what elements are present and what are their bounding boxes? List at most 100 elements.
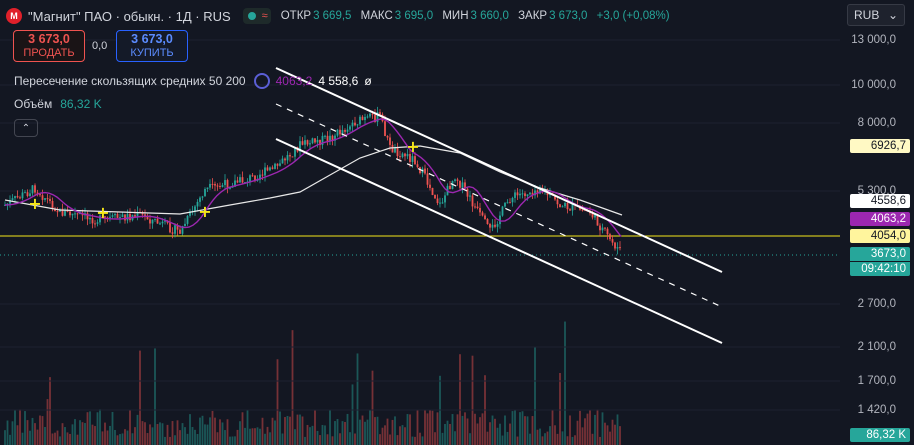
candle-body	[266, 167, 269, 171]
volume-bar	[526, 416, 529, 445]
candle-body	[464, 182, 466, 189]
candle-body	[216, 185, 219, 187]
volume-bar	[166, 424, 169, 445]
candle-body	[179, 229, 181, 234]
volume-bar	[106, 430, 109, 445]
candle-body	[94, 223, 96, 225]
candle-body	[614, 242, 616, 249]
volume-bar	[284, 417, 286, 445]
volume-bar	[286, 415, 289, 445]
volume-bar	[109, 425, 111, 445]
volume-bar	[449, 423, 451, 445]
volume-bar	[504, 415, 506, 445]
volume-bar	[99, 409, 101, 445]
volume-bar	[186, 433, 189, 445]
candle-body	[199, 197, 201, 202]
volume-bar	[301, 416, 304, 445]
candle-body	[24, 192, 26, 194]
channel-middle-line[interactable]	[275, 103, 723, 308]
volume-label: Объём	[14, 97, 53, 111]
currency-select[interactable]: RUB ⌄	[847, 4, 905, 26]
volume-bar	[516, 436, 519, 445]
candle-body	[469, 195, 471, 197]
candle-body	[251, 175, 254, 177]
candle-body	[126, 213, 129, 221]
candle-body	[176, 225, 179, 230]
candle-body	[396, 147, 399, 157]
volume-bar	[241, 412, 244, 445]
ma-cross-indicator[interactable]: Пересечение скользящих средних 50 200 40…	[14, 73, 378, 89]
candle-body	[424, 168, 426, 174]
volume-bar	[246, 409, 249, 445]
candle-body	[466, 188, 469, 197]
candle-body	[564, 202, 566, 207]
volume-bar	[176, 420, 179, 445]
volume-bar	[604, 422, 606, 445]
volume-bar	[171, 421, 174, 445]
candle-body	[286, 155, 289, 161]
candle-body	[569, 209, 571, 211]
volume-bar	[69, 433, 71, 445]
volume-bar	[389, 434, 391, 445]
candle-body	[119, 217, 121, 219]
candle-body	[334, 135, 336, 141]
volume-bar	[366, 419, 369, 445]
candle-body	[511, 197, 514, 203]
candle-body	[376, 112, 379, 122]
volume-bar	[599, 436, 601, 445]
volume-bar	[116, 435, 119, 445]
volume-bar	[576, 420, 579, 445]
candle-body	[51, 200, 54, 209]
volume-bar	[319, 435, 321, 445]
volume-bar	[44, 426, 46, 445]
candle-body	[226, 180, 229, 189]
volume-bar	[524, 416, 526, 445]
candle-body	[306, 140, 309, 145]
volume-bar	[76, 434, 79, 445]
volume-bar	[149, 424, 151, 445]
channel-lower-line[interactable]	[275, 138, 723, 344]
axis-tick: 2 100,0	[857, 341, 896, 353]
sell-button[interactable]: 3 673,0 ПРОДАТЬ	[13, 30, 85, 62]
candle-body	[561, 206, 564, 208]
volume-bar	[374, 417, 376, 445]
volume-bar	[134, 427, 136, 445]
level-line-tag: 4054,0	[850, 229, 910, 243]
volume-bar	[239, 421, 241, 445]
volume-bar	[411, 436, 414, 445]
candle-body	[346, 129, 349, 132]
candle-body	[609, 234, 611, 240]
volume-bar	[456, 414, 459, 445]
symbol-title[interactable]: "Магнит" ПАО · обыкн. · 1Д · RUS	[28, 8, 231, 24]
candle-body	[254, 175, 256, 181]
volume-bar	[264, 433, 266, 445]
candle-body	[571, 204, 574, 211]
candle-body	[434, 194, 436, 199]
candle-body	[264, 167, 266, 176]
candle-body	[366, 116, 369, 118]
buy-price: 3 673,0	[131, 32, 173, 46]
candle-body	[474, 206, 476, 208]
trend-channel[interactable]	[275, 67, 723, 344]
buy-button[interactable]: 3 673,0 КУПИТЬ	[116, 30, 188, 62]
volume-bar	[506, 431, 509, 445]
wave-icon: ≈	[261, 10, 268, 22]
candle-body	[559, 204, 561, 208]
open-value: 3 669,5	[313, 10, 352, 22]
volume-bar	[551, 409, 554, 445]
volume-bar	[444, 423, 446, 445]
collapse-indicators-button[interactable]: ⌃	[14, 119, 38, 137]
volume-indicator[interactable]: Объём 86,32 K	[14, 97, 102, 111]
channel-upper-line[interactable]	[275, 67, 723, 273]
candle-body	[276, 163, 279, 166]
volume-bar	[219, 419, 221, 445]
candle-body	[284, 158, 286, 161]
volume-bar	[164, 436, 166, 445]
volume-bar	[401, 425, 404, 445]
candle-body	[341, 130, 344, 135]
volume-bar	[49, 377, 51, 445]
candle-body	[181, 226, 184, 234]
volume-bar	[41, 416, 44, 445]
market-status-pill[interactable]: ≈	[242, 8, 271, 24]
